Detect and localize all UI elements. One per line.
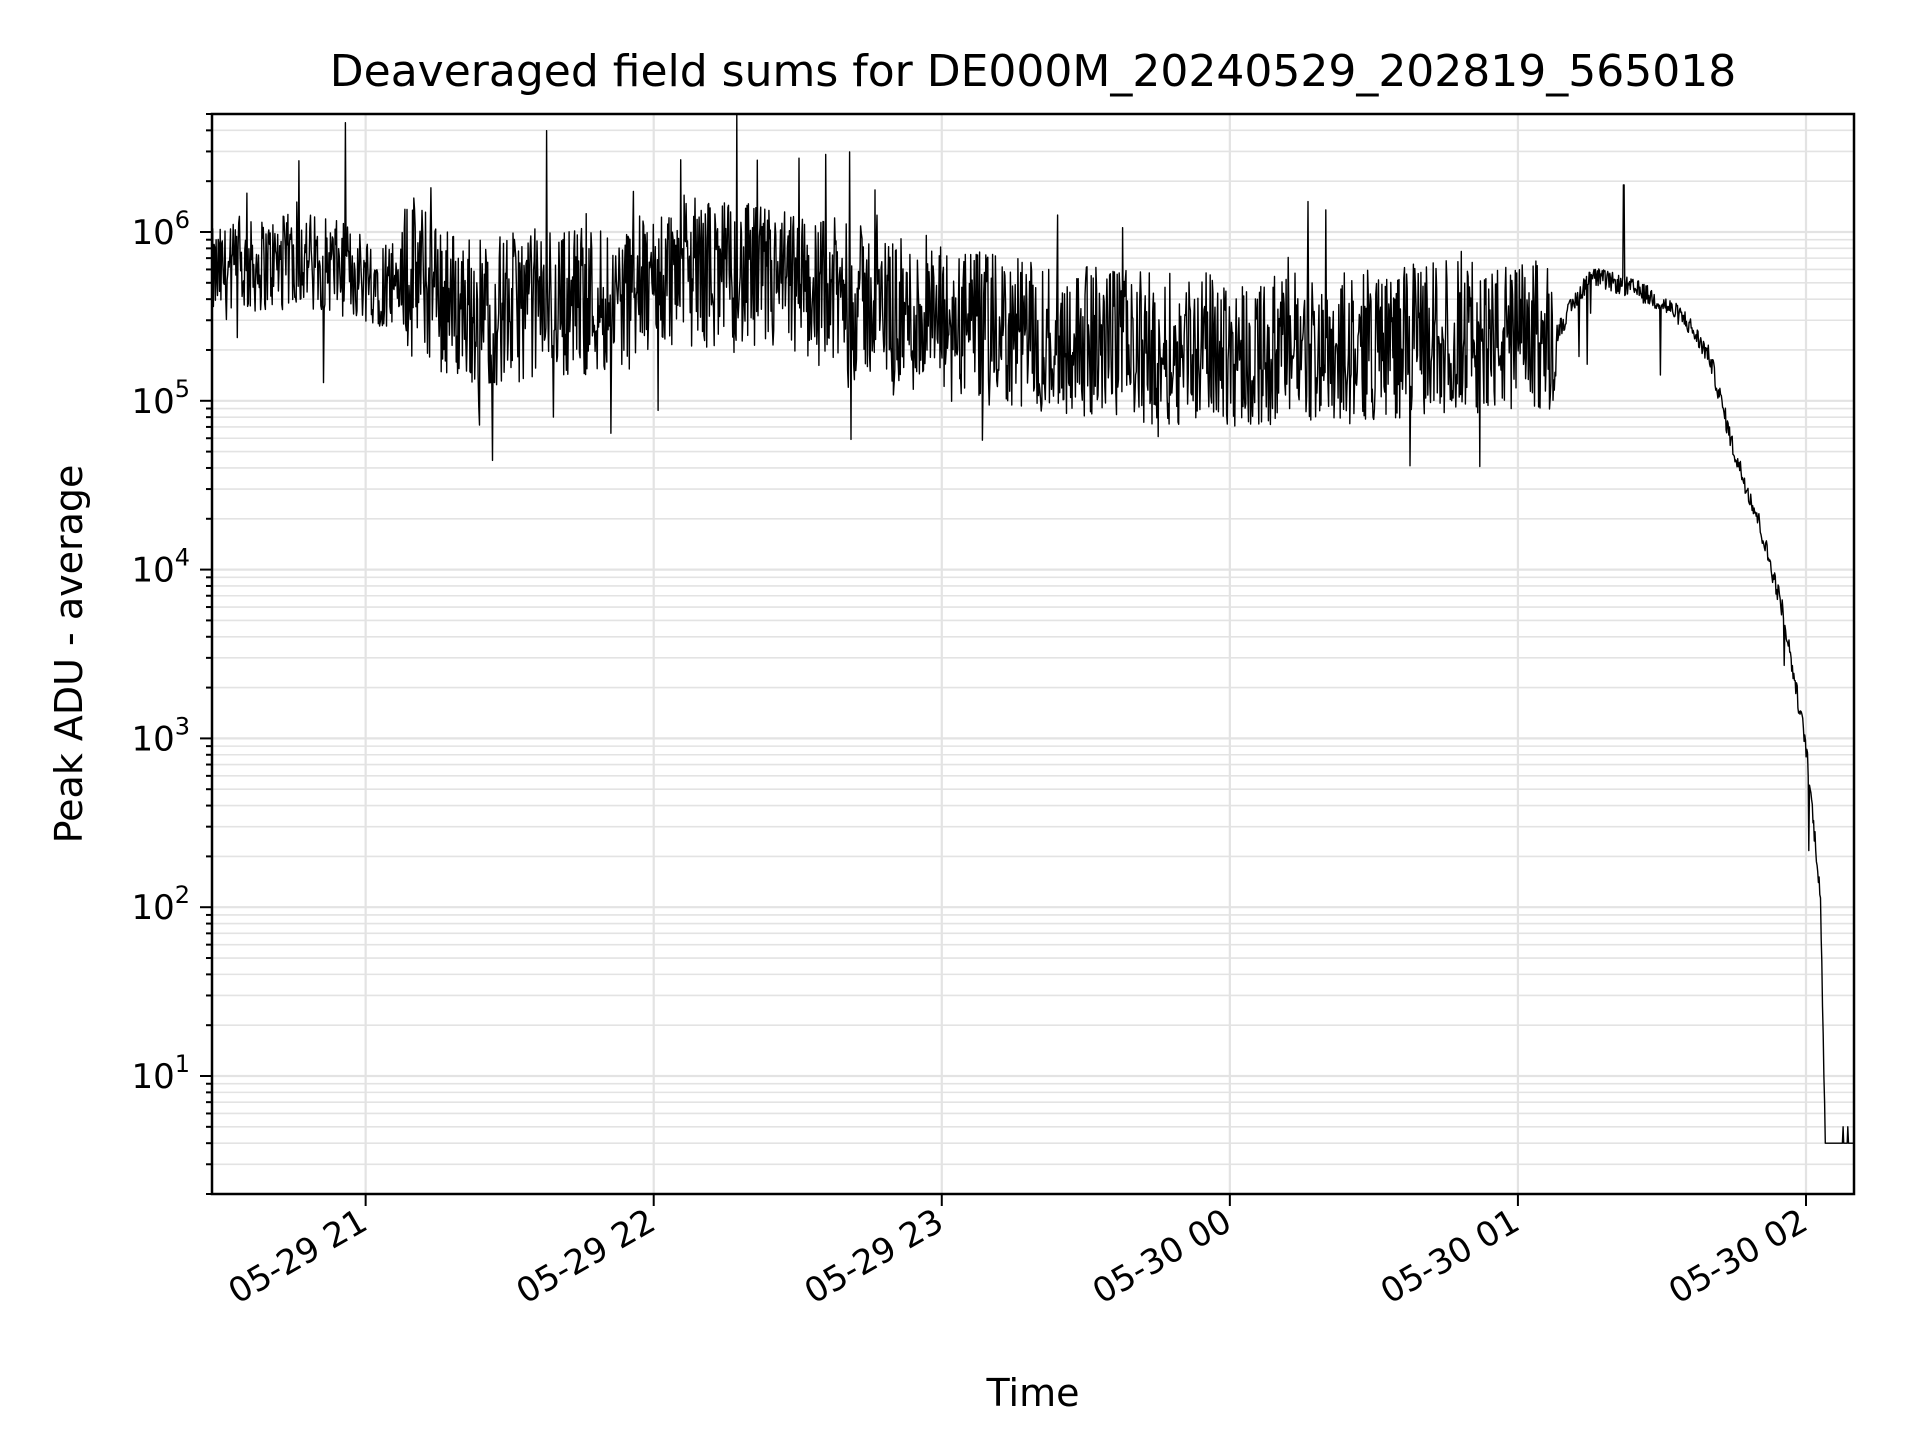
y-tick-label: 103 xyxy=(131,712,190,759)
y-axis-label: Peak ADU - average xyxy=(47,465,91,844)
series-group xyxy=(211,113,1854,1144)
chart-title: Deaveraged field sums for DE000M_2024052… xyxy=(330,46,1737,97)
x-axis-label: Time xyxy=(986,1371,1080,1415)
plot-frame xyxy=(210,112,1856,1196)
data-series-line xyxy=(211,113,1854,1144)
